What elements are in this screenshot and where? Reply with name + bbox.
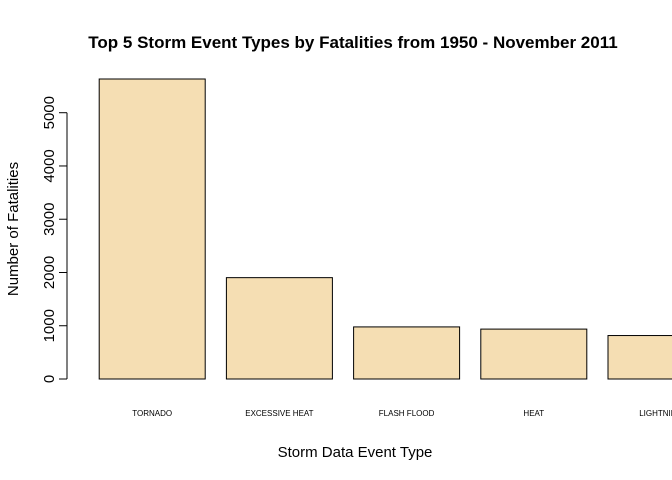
bar-tornado <box>98 78 206 380</box>
category-labels: TORNADO EXCESSIVE HEAT FLASH FLOOD HEAT LIGH… <box>132 409 672 418</box>
y-tick-label: 4000 <box>41 149 58 182</box>
bar-heat <box>480 328 588 380</box>
bar-flash-flood <box>353 326 461 380</box>
category-label: HEAT <box>523 409 544 418</box>
y-tick-label: 5000 <box>41 96 58 129</box>
y-tick-label: 3000 <box>41 203 58 236</box>
category-label: LIGHTNING <box>639 409 672 418</box>
bar-lightning <box>607 335 672 380</box>
bars-group <box>98 78 672 380</box>
category-label: EXCESSIVE HEAT <box>245 409 313 418</box>
y-tick-label: 2000 <box>41 256 58 289</box>
chart-title: Top 5 Storm Event Types by Fatalities fr… <box>88 33 617 52</box>
category-label: FLASH FLOOD <box>379 409 435 418</box>
y-axis-label: Number of Fatalities <box>5 162 22 296</box>
y-tick-label: 1000 <box>41 309 58 342</box>
y-axis: 0 1000 2000 3000 4000 5000 <box>41 96 68 383</box>
y-tick-label: 0 <box>41 375 58 383</box>
category-label: TORNADO <box>132 409 172 418</box>
bar-excessive-heat <box>225 277 333 380</box>
x-axis-label: Storm Data Event Type <box>278 444 433 461</box>
